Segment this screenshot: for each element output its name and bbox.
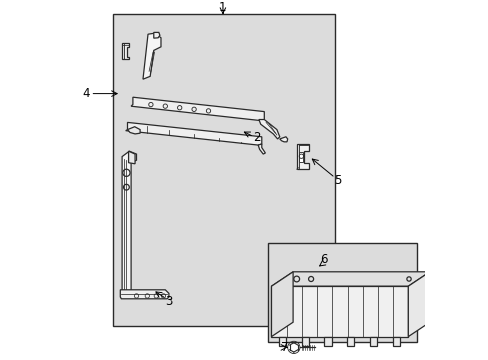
Polygon shape — [120, 290, 168, 299]
Polygon shape — [125, 122, 261, 145]
Text: 4: 4 — [82, 87, 90, 100]
Text: 3: 3 — [165, 295, 172, 308]
Polygon shape — [278, 337, 285, 346]
Polygon shape — [271, 272, 292, 337]
Polygon shape — [258, 144, 265, 154]
Polygon shape — [299, 152, 302, 162]
Polygon shape — [127, 127, 140, 134]
Polygon shape — [369, 337, 376, 346]
Polygon shape — [271, 286, 407, 337]
Polygon shape — [258, 120, 279, 139]
Polygon shape — [301, 337, 308, 346]
Polygon shape — [142, 33, 161, 79]
Polygon shape — [346, 337, 354, 346]
Polygon shape — [324, 337, 331, 346]
Text: 5: 5 — [334, 174, 341, 186]
Bar — [113, 14, 334, 326]
Text: 7: 7 — [281, 341, 288, 354]
Polygon shape — [407, 272, 429, 337]
Polygon shape — [128, 151, 135, 164]
Polygon shape — [296, 144, 308, 169]
Polygon shape — [279, 137, 287, 142]
Polygon shape — [153, 32, 160, 38]
Polygon shape — [122, 151, 136, 297]
Polygon shape — [392, 337, 399, 346]
Polygon shape — [131, 97, 264, 121]
Polygon shape — [122, 43, 128, 59]
Text: 6: 6 — [319, 253, 327, 266]
Bar — [267, 243, 416, 342]
Polygon shape — [271, 272, 429, 286]
Text: 2: 2 — [252, 131, 260, 144]
Text: 1: 1 — [219, 1, 226, 14]
